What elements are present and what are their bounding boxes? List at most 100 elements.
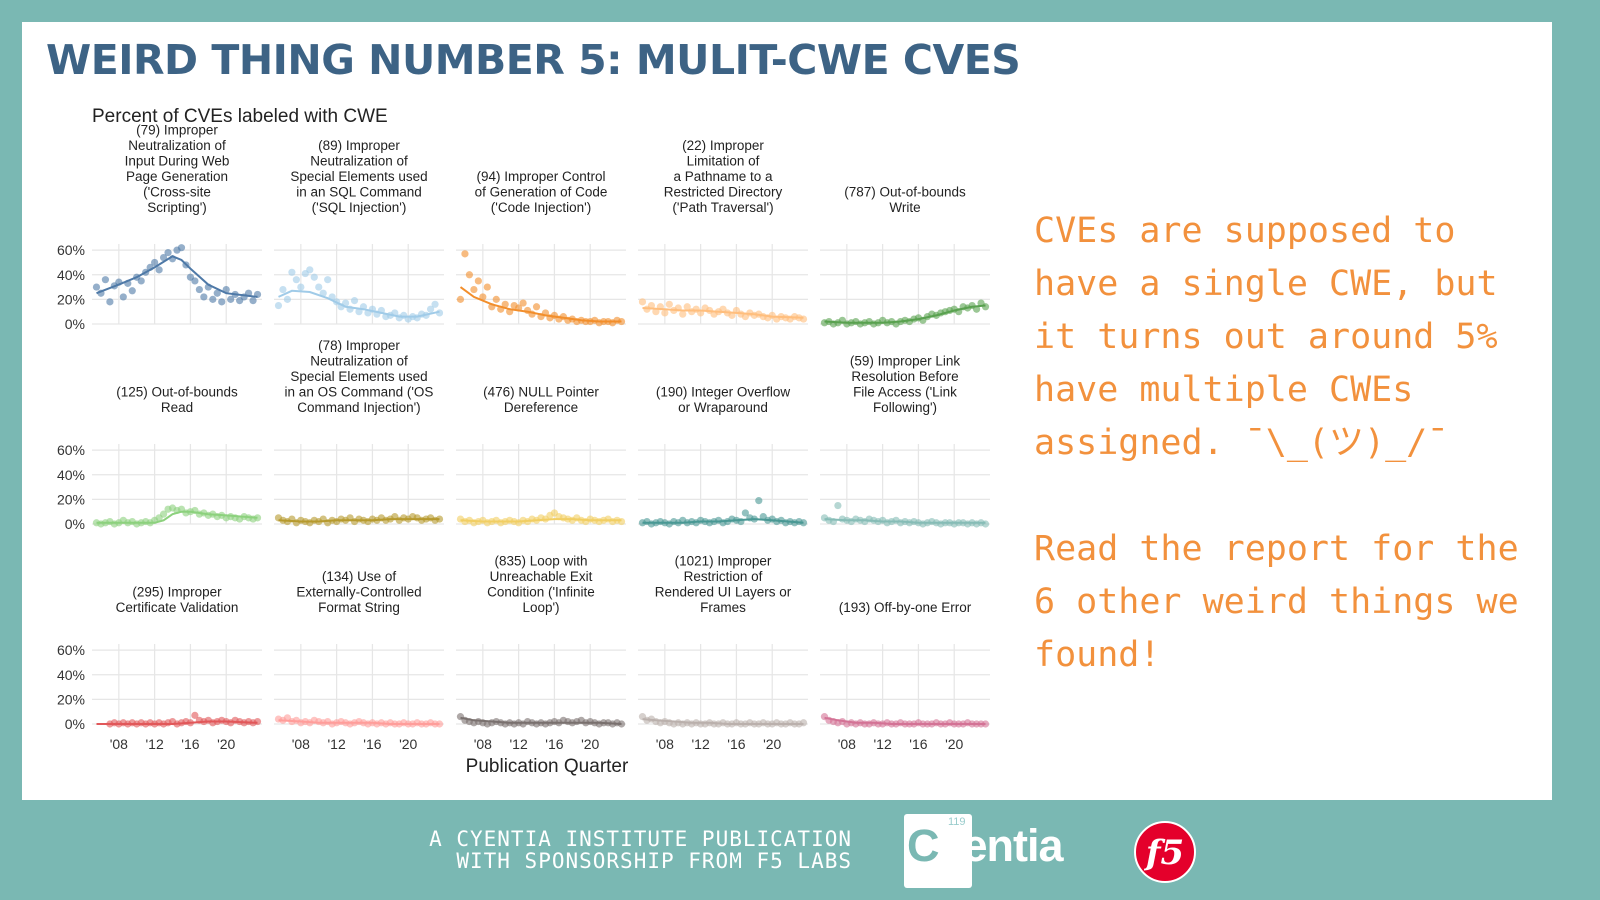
f5-logo-circle: [1134, 821, 1196, 883]
data-point: [431, 300, 439, 308]
data-point: [981, 720, 990, 728]
x-tick-label: '20: [217, 736, 235, 752]
x-tick-label: '12: [146, 736, 164, 752]
data-point: [292, 276, 300, 284]
x-tick-label: '16: [909, 736, 927, 752]
facet-panel: (94) Improper Control of Generation of Co…: [456, 169, 626, 327]
chart-title: Percent of CVEs labeled with CWE: [92, 106, 388, 127]
data-point: [479, 293, 487, 301]
trend-line: [642, 518, 804, 524]
x-tick-label: '12: [692, 736, 710, 752]
trend-line: [459, 286, 622, 323]
facet-panel: (22) Improper Limitation of a Pathname to …: [638, 138, 808, 325]
trend-line: [96, 720, 258, 725]
data-point: [652, 308, 660, 316]
slide-card: [22, 22, 1552, 800]
x-axis-label: Publication Quarter: [466, 756, 629, 777]
data-point: [617, 317, 626, 326]
x-tick-label: '20: [763, 736, 781, 752]
facet-label: (94) Improper Control of Generation of Co…: [475, 169, 608, 215]
facet-panel: (78) Improper Neutralization of Special El…: [274, 338, 444, 527]
x-tick-label: '12: [328, 736, 346, 752]
facet-panel: (190) Integer Overflow or Wraparound: [638, 385, 808, 528]
facet-panel: (89) Improper Neutralization of Special El…: [274, 138, 444, 325]
y-tick-label: 0%: [65, 516, 85, 532]
data-point: [249, 297, 257, 305]
data-point: [799, 315, 808, 323]
x-tick-label: '08: [110, 736, 128, 752]
trend-line: [96, 255, 258, 298]
f5-logo-text: f5: [1144, 833, 1184, 873]
data-point: [435, 720, 444, 728]
facet-panel: (1021) Improper Restriction of Rendered UI…: [638, 554, 808, 752]
cyentia-logo-word: Cyentia: [907, 820, 1064, 872]
facet-label: (79) Improper Neutralization of Input Duri…: [125, 123, 230, 216]
data-point: [755, 497, 763, 505]
data-point: [799, 719, 808, 727]
x-tick-label: '16: [181, 736, 199, 752]
trend-line: [824, 304, 986, 324]
data-point: [683, 303, 691, 311]
data-point: [465, 271, 474, 279]
slide-title: WEIRD THING NUMBER 5: MULIT-CWE CVES: [46, 36, 1021, 84]
facet-label: (22) Improper Limitation of a Pathname to …: [664, 138, 783, 215]
facet-panel: (59) Improper Link Resolution Before File …: [820, 354, 990, 528]
cyentia-logo-rest: yentia: [938, 820, 1064, 871]
data-point: [274, 301, 283, 310]
data-point: [119, 293, 127, 301]
data-point: [137, 277, 145, 285]
facet-panel: (79) Improper Neutralization of Input Duri…: [57, 123, 262, 332]
facet-panel: (125) Out-of-bounds Read 0% 20% 40% 60%: [57, 385, 262, 532]
trend-line: [642, 718, 804, 725]
side-paragraph-1: CVEs are supposed to have a single CWE, …: [1034, 211, 1498, 463]
y-tick-label: 60%: [57, 442, 85, 458]
data-point: [519, 299, 527, 307]
data-point: [501, 300, 509, 308]
data-point: [209, 295, 217, 303]
data-point: [128, 287, 136, 295]
y-tick-label: 60%: [57, 642, 85, 658]
trend-line: [824, 518, 986, 524]
facet-label: (59) Improper Link Resolution Before File …: [850, 354, 961, 416]
facet-label: (1021) Improper Restriction of Rendered UI…: [655, 554, 792, 616]
side-commentary: CVEs are supposed to have a single CWE, …: [1034, 205, 1554, 735]
y-tick-label: 0%: [65, 316, 85, 332]
y-tick-label: 60%: [57, 242, 85, 258]
data-point: [799, 519, 808, 527]
cyentia-logo-initial: C: [907, 820, 939, 871]
cyentia-logo-box: [904, 814, 972, 888]
data-point: [106, 298, 114, 306]
side-paragraph-2: Read the report for the 6 other weird th…: [1034, 529, 1519, 675]
data-point: [532, 303, 541, 311]
data-point: [159, 510, 168, 518]
data-point: [981, 520, 990, 528]
data-point: [101, 276, 110, 284]
data-point: [92, 283, 101, 291]
facet-label: (190) Integer Overflow or Wraparound: [656, 385, 791, 416]
facet-panel: (295) Improper Certificate Validation 0% 20…: [57, 585, 262, 752]
data-point: [426, 305, 435, 313]
data-point: [177, 244, 186, 252]
data-point: [279, 285, 287, 294]
facet-panel: (134) Use of Externally-Controlled Format …: [274, 569, 444, 752]
data-point: [297, 283, 305, 291]
y-tick-label: 20%: [57, 291, 85, 307]
data-point: [456, 295, 465, 303]
data-point: [218, 298, 226, 306]
data-point: [191, 277, 199, 285]
data-point: [834, 501, 842, 510]
data-point: [195, 285, 203, 294]
footer-line-1: A CYENTIA INSTITUTE PUBLICATION: [429, 827, 852, 851]
data-point: [661, 309, 669, 317]
facet-panel: (476) NULL Pointer Dereference: [456, 385, 626, 527]
footer-credit: A CYENTIA INSTITUTE PUBLICATION WITH SPO…: [400, 828, 852, 872]
x-tick-label: '16: [545, 736, 563, 752]
data-point: [213, 289, 221, 297]
data-point: [474, 277, 482, 285]
y-tick-label: 40%: [57, 667, 85, 683]
data-point: [283, 295, 292, 303]
x-tick-label: '08: [292, 736, 310, 752]
data-point: [350, 297, 359, 305]
y-tick-label: 40%: [57, 467, 85, 483]
facet-label: (476) NULL Pointer Dereference: [483, 385, 599, 416]
